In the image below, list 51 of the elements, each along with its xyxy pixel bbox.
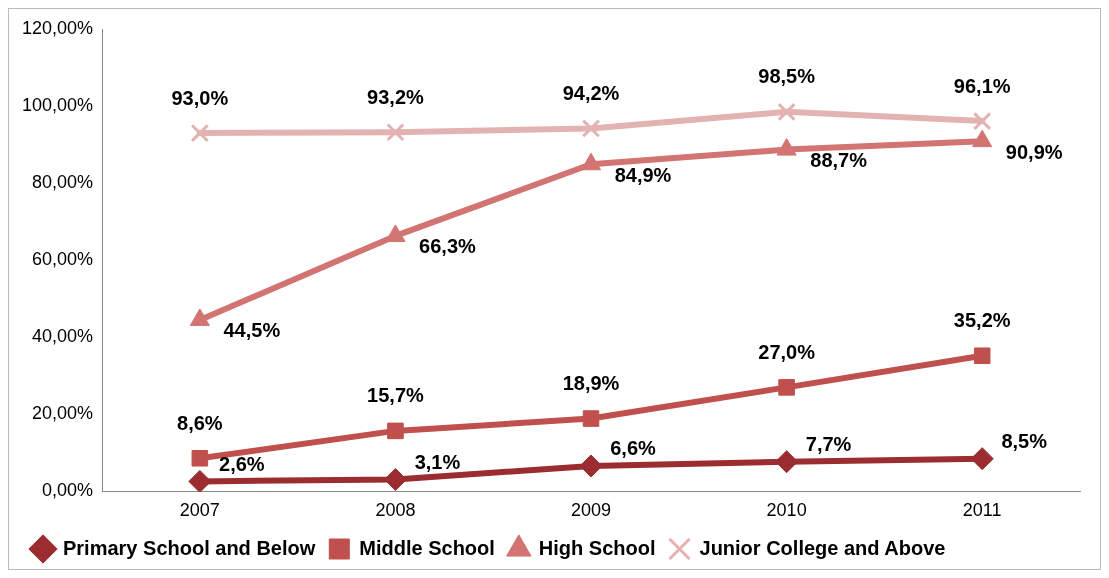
point (188, 469, 212, 492)
data-label: 84,9% (614, 163, 672, 186)
point (387, 422, 404, 440)
y-tick-label: 80,00% (32, 172, 94, 193)
data-label: 27,0% (758, 340, 816, 363)
y-tick-label: 100,00% (22, 95, 94, 116)
point (973, 347, 991, 365)
y-tick-label: 60,00% (32, 249, 94, 270)
point (579, 454, 603, 478)
point (970, 447, 994, 471)
legend-label: Middle School (359, 536, 495, 559)
data-label: 15,7% (367, 384, 425, 407)
legend-label: Junior College and Above (699, 536, 946, 559)
data-label: 66,3% (419, 235, 477, 258)
x-tick-label: 2010 (766, 500, 807, 521)
legend-label: High School (538, 536, 656, 559)
point (777, 102, 796, 122)
x-tick-label: 2011 (962, 500, 1002, 521)
legend-label: Primary School and Below (63, 536, 316, 559)
point (190, 123, 210, 143)
point (386, 122, 405, 142)
point (972, 111, 992, 131)
y-tick-label: 120,00% (22, 17, 94, 38)
point (191, 449, 209, 467)
point (778, 379, 795, 396)
point (383, 467, 407, 491)
data-label: 93,2% (367, 85, 425, 108)
data-label: 88,7% (810, 149, 868, 172)
data-label: 7,7% (805, 433, 852, 456)
data-label: 93,0% (171, 86, 229, 109)
point (775, 450, 799, 474)
y-tick-label: 40,00% (32, 326, 94, 347)
data-label: 90,9% (1005, 140, 1063, 163)
data-label: 96,1% (953, 74, 1011, 97)
data-label: 35,2% (953, 309, 1011, 332)
point (582, 410, 600, 427)
y-tick-label: 0,00% (42, 480, 94, 501)
data-label: 8,6% (177, 411, 223, 434)
data-label: 94,2% (562, 81, 620, 104)
x-tick-label: 2009 (571, 500, 612, 521)
data-label: 6,6% (610, 437, 657, 460)
point (581, 119, 601, 138)
data-label: 98,5% (758, 65, 816, 88)
data-label: 2,6% (219, 452, 265, 475)
x-tick-label: 2008 (375, 500, 416, 521)
y-tick-label: 20,00% (32, 403, 94, 424)
data-label: 8,5% (1001, 430, 1048, 453)
x-tick-label: 2007 (179, 500, 220, 521)
data-label: 3,1% (414, 450, 461, 473)
data-label: 44,5% (223, 319, 281, 342)
data-label: 18,9% (562, 372, 620, 395)
